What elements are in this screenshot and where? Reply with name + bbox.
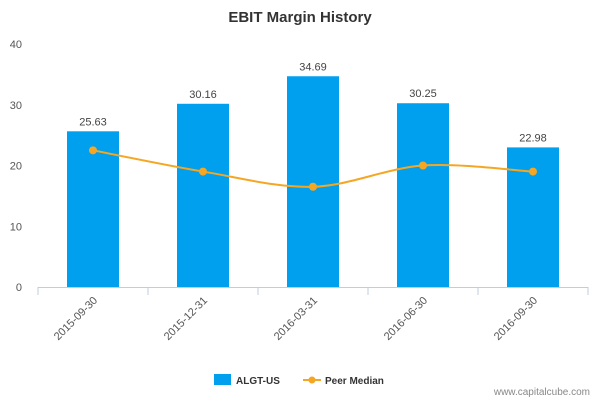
x-tick-label: 2016-09-30 (492, 295, 540, 343)
bar-2015-12-31 (177, 103, 229, 287)
x-tick-label: 2015-09-30 (52, 295, 100, 343)
bar-value-labels: 25.63 30.16 34.69 30.25 22.98 (79, 61, 547, 144)
line-series (89, 146, 537, 191)
x-axis: 2015-09-30 2015-12-31 2016-03-31 2016-06-30… (37, 287, 589, 343)
x-tick-label: 2015-12-31 (162, 295, 210, 343)
peer-median-point-2016-09-30 (529, 167, 537, 176)
x-tick-label: 2016-03-31 (272, 295, 320, 343)
y-tick-label: 10 (10, 221, 22, 233)
peer-median-point-2016-03-31 (309, 182, 317, 191)
chart-title: EBIT Margin History (228, 9, 372, 26)
y-tick-label: 0 (16, 282, 22, 294)
bar-value-label: 22.98 (519, 132, 547, 144)
legend-swatch-algt-us (214, 374, 231, 385)
bar-value-label: 34.69 (299, 61, 327, 73)
x-tick-label: 2016-06-30 (382, 295, 430, 343)
legend: ALGT-US Peer Median (214, 374, 384, 387)
peer-median-point-2016-06-30 (419, 161, 427, 170)
bar-2016-06-30 (397, 103, 449, 287)
bar-value-label: 30.25 (409, 88, 437, 100)
watermark: www.capitalcube.com (493, 387, 590, 398)
legend-label-algt-us: ALGT-US (236, 376, 280, 387)
y-tick-label: 30 (10, 100, 22, 112)
bar-2015-09-30 (67, 131, 119, 287)
y-tick-label: 20 (10, 161, 22, 173)
bar-value-label: 25.63 (79, 116, 107, 128)
peer-median-point-2015-09-30 (89, 146, 97, 155)
bar-series (67, 76, 559, 288)
y-axis: 0 10 20 30 40 (10, 39, 22, 294)
bar-2016-03-31 (287, 76, 339, 288)
peer-median-point-2015-12-31 (199, 167, 207, 176)
legend-label-peer-median: Peer Median (325, 376, 384, 387)
legend-swatch-peer-median-dot (308, 376, 316, 384)
bar-value-label: 30.16 (189, 89, 217, 101)
y-tick-label: 40 (10, 39, 22, 51)
